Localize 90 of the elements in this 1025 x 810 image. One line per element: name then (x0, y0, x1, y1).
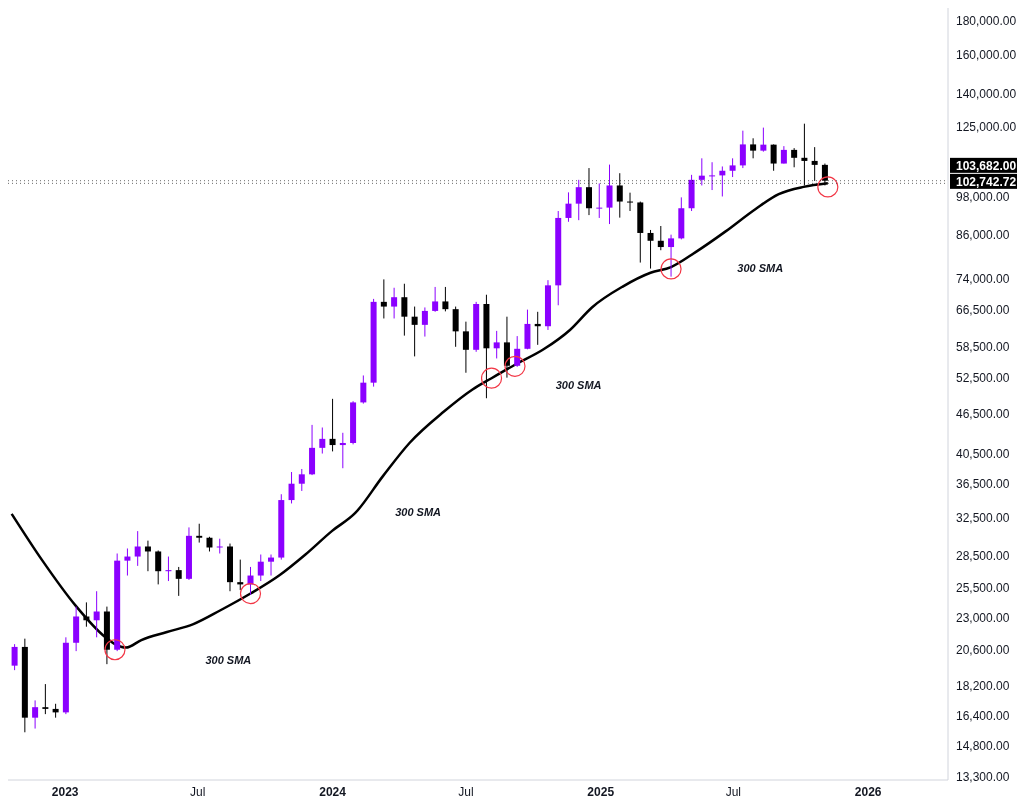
candlestick (627, 192, 634, 212)
candlestick (442, 286, 449, 312)
point (817, 176, 839, 198)
y-tick-label: 46,500.00 (956, 406, 1010, 421)
y-tick-label: 74,000.00 (956, 271, 1010, 286)
candlestick (565, 191, 572, 223)
x-tick-label: Jul (458, 785, 474, 799)
x-tick-label: 2023 (51, 785, 79, 799)
candlestick (421, 306, 428, 338)
y-tick-label: 66,500.00 (956, 302, 1010, 317)
candlestick (288, 471, 295, 504)
candlestick (339, 432, 346, 469)
y-tick-label: 98,000.00 (956, 190, 1010, 205)
candlestick (432, 286, 439, 313)
candlestick (462, 321, 469, 374)
candlestick (298, 468, 305, 492)
y-tick-label: 32,500.00 (956, 510, 1010, 525)
y-tick-label: 40,500.00 (956, 446, 1010, 461)
candlestick (452, 306, 459, 348)
y-tick-label: 140,000.00 (956, 86, 1017, 101)
y-tick-label: 36,500.00 (956, 476, 1010, 491)
candlestick (575, 179, 582, 221)
candlestick (124, 547, 131, 577)
y-tick-label: 58,500.00 (956, 340, 1010, 355)
x-tick-label: 2025 (587, 785, 615, 799)
annotation: 300 SMA (555, 379, 602, 392)
point (660, 258, 682, 280)
y-tick-label: 20,600.00 (956, 642, 1010, 657)
y-tick-label: 125,000.00 (956, 119, 1017, 134)
candlestick (319, 427, 326, 455)
candlestick (268, 554, 275, 577)
candlestick (647, 229, 654, 270)
y-tick-label: 14,800.00 (956, 738, 1010, 753)
candlestick (411, 306, 418, 357)
annotation: 300 SMA (205, 654, 252, 667)
candlestick (360, 374, 367, 405)
annotation: 300 SMA (395, 505, 442, 518)
x-tick-label: 2026 (854, 785, 882, 799)
candlestick (698, 157, 705, 186)
point (239, 582, 262, 605)
candlestick (401, 283, 408, 337)
x-tick-label: Jul (725, 785, 741, 799)
candlestick (155, 549, 162, 585)
y-tick-label: 180,000.00 (956, 13, 1017, 28)
candlestick (144, 540, 151, 572)
candlestick (380, 278, 387, 319)
candlestick (11, 643, 18, 671)
candlestick (760, 127, 767, 153)
candlestick (83, 601, 90, 628)
candlestick (729, 157, 736, 178)
candlestick (493, 330, 500, 359)
candlestick (657, 225, 664, 251)
candlestick (503, 316, 510, 379)
candlestick (770, 143, 777, 172)
candlestick (750, 137, 757, 159)
y-tick-label: 18,200.00 (956, 678, 1010, 693)
candlestick (739, 130, 746, 169)
y-tick-label: 86,000.00 (956, 228, 1010, 243)
candlestick (709, 161, 716, 191)
annotation: 300 SMA (737, 261, 784, 274)
candlestick (329, 398, 336, 452)
y-tick-label: 16,400.00 (956, 709, 1010, 724)
candlestick (596, 182, 603, 219)
candlestick (391, 287, 398, 319)
candlestick (237, 559, 244, 591)
candlestick (165, 556, 172, 582)
y-tick-label: 23,000.00 (956, 610, 1010, 625)
ref-line-label: 102,742.72 (956, 174, 1017, 189)
y-tick-label: 52,500.00 (956, 371, 1010, 386)
point (480, 367, 503, 389)
candlestick (791, 147, 798, 168)
candlestick (42, 683, 49, 715)
candlestick (175, 566, 182, 597)
candlestick (93, 590, 100, 638)
ref-line-label: 103,682.00 (956, 158, 1017, 173)
x-tick-label: Jul (190, 785, 206, 799)
y-tick-label: 13,300.00 (956, 769, 1010, 784)
candlestick (514, 335, 521, 368)
point (504, 355, 526, 377)
candlestick (606, 164, 613, 225)
y-tick-label: 28,500.00 (956, 548, 1010, 563)
point (104, 639, 126, 661)
x-tick-label: 2024 (319, 785, 347, 799)
candlestick (134, 530, 141, 567)
candlestick (196, 523, 203, 544)
candlestick (257, 554, 264, 582)
candlestick (32, 699, 39, 730)
candlestick (668, 234, 675, 278)
y-tick-label: 160,000.00 (956, 48, 1017, 62)
y-tick-label: 25,500.00 (956, 581, 1010, 595)
